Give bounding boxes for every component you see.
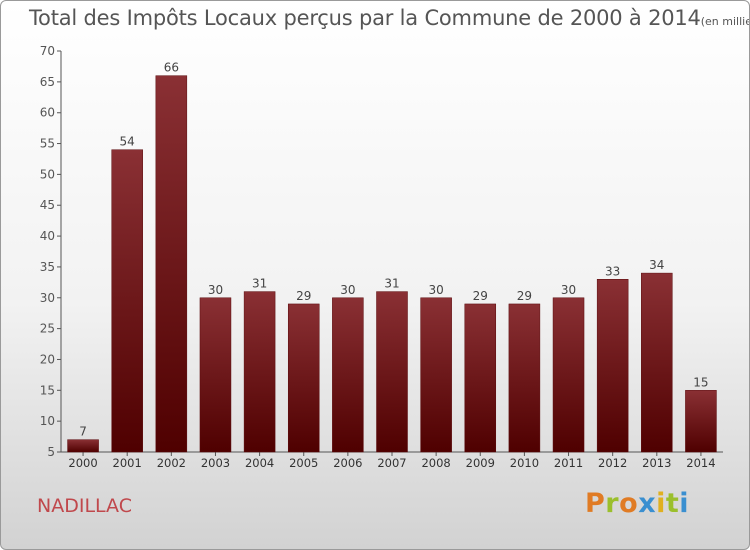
bar-2000 [67,439,99,453]
x-tick-label: 2014 [686,456,715,470]
x-tick-label: 2009 [466,456,495,470]
data-label-2011: 30 [561,283,576,297]
x-tick-label: 2002 [157,456,186,470]
x-tick-label: 2003 [201,456,230,470]
unit-note: (en milliers d'€) [700,15,749,28]
data-label-2006: 30 [340,283,355,297]
y-tick-label: 10 [40,414,55,428]
bar-2003 [199,297,232,453]
y-tick-label: 45 [40,198,55,212]
data-label-2001: 54 [120,135,135,149]
data-label-2008: 30 [428,283,443,297]
data-label-2012: 33 [605,264,620,278]
x-tick-label: 2013 [642,456,671,470]
y-tick-label: 25 [40,322,55,336]
y-tick-label: 20 [40,352,55,366]
x-axis: 2000 2001 2002 2003 2004 2005 2006 2007 2008 2009… [61,451,723,470]
y-axis: 5 10 15 20 25 30 35 40 45 50 55 60 65 70 [40,44,62,459]
data-label-2004: 31 [252,277,267,291]
bar-2011 [552,297,585,453]
logo-letter: r [605,488,620,519]
data-label-2010: 29 [517,289,532,303]
bar-2012 [596,279,629,453]
commune-name: NADILLAC [37,495,132,517]
logo-letter: i [679,488,690,519]
bar-2004 [243,291,276,453]
proxiti-logo: Proxiti [585,488,689,519]
data-label-2003: 30 [208,283,223,297]
data-label-2014: 15 [693,375,708,389]
y-tick-label: 55 [40,137,55,151]
bar-2008 [420,297,452,453]
logo-letter: P [585,488,606,519]
x-tick-label: 2004 [245,456,274,470]
y-tick-label: 50 [40,167,55,181]
y-tick-label: 15 [40,383,55,397]
y-tick-label: 5 [47,445,55,459]
bar-2009 [464,303,497,453]
title-text: Total des Impôts Locaux perçus par la Co… [29,6,701,30]
bar-2014 [685,390,717,453]
y-tick-label: 60 [40,106,55,120]
x-tick-label: 2005 [289,456,318,470]
y-tick-label: 65 [40,75,55,89]
bar-2002 [155,75,188,453]
data-label-2002: 66 [164,61,179,75]
logo-letter: i [656,488,666,519]
bar-2006 [332,297,364,453]
data-label-2000: 7 [79,425,87,439]
y-tick-label: 30 [40,291,55,305]
logo-letter: t [665,488,680,519]
data-label-2013: 34 [649,258,664,272]
bar-2013 [641,272,673,453]
chart-title: Total des Impôts Locaux perçus par la Co… [29,6,749,30]
bar-2001 [111,149,143,453]
logo-letter: x [638,488,657,519]
x-tick-label: 2012 [598,456,627,470]
x-tick-label: 2001 [113,456,142,470]
data-label-2007: 31 [384,277,399,291]
x-tick-label: 2007 [377,456,406,470]
logo-letter: o [619,488,639,519]
y-tick-label: 70 [40,44,55,58]
y-tick-label: 35 [40,260,55,274]
x-tick-label: 2008 [421,456,450,470]
bar-2007 [376,291,408,453]
bar-2010 [508,303,541,453]
data-labels: 7 54 66 30 31 29 30 31 30 29 29 30 33 34 15 [79,61,708,439]
x-tick-label: 2006 [333,456,362,470]
x-tick-label: 2010 [510,456,539,470]
bar-2005 [287,303,320,453]
data-label-2009: 29 [473,289,488,303]
y-tick-label: 40 [40,229,55,243]
x-tick-label: 2011 [554,456,583,470]
data-label-2005: 29 [296,289,311,303]
bar-series [67,75,717,453]
x-tick-label: 2000 [68,456,97,470]
